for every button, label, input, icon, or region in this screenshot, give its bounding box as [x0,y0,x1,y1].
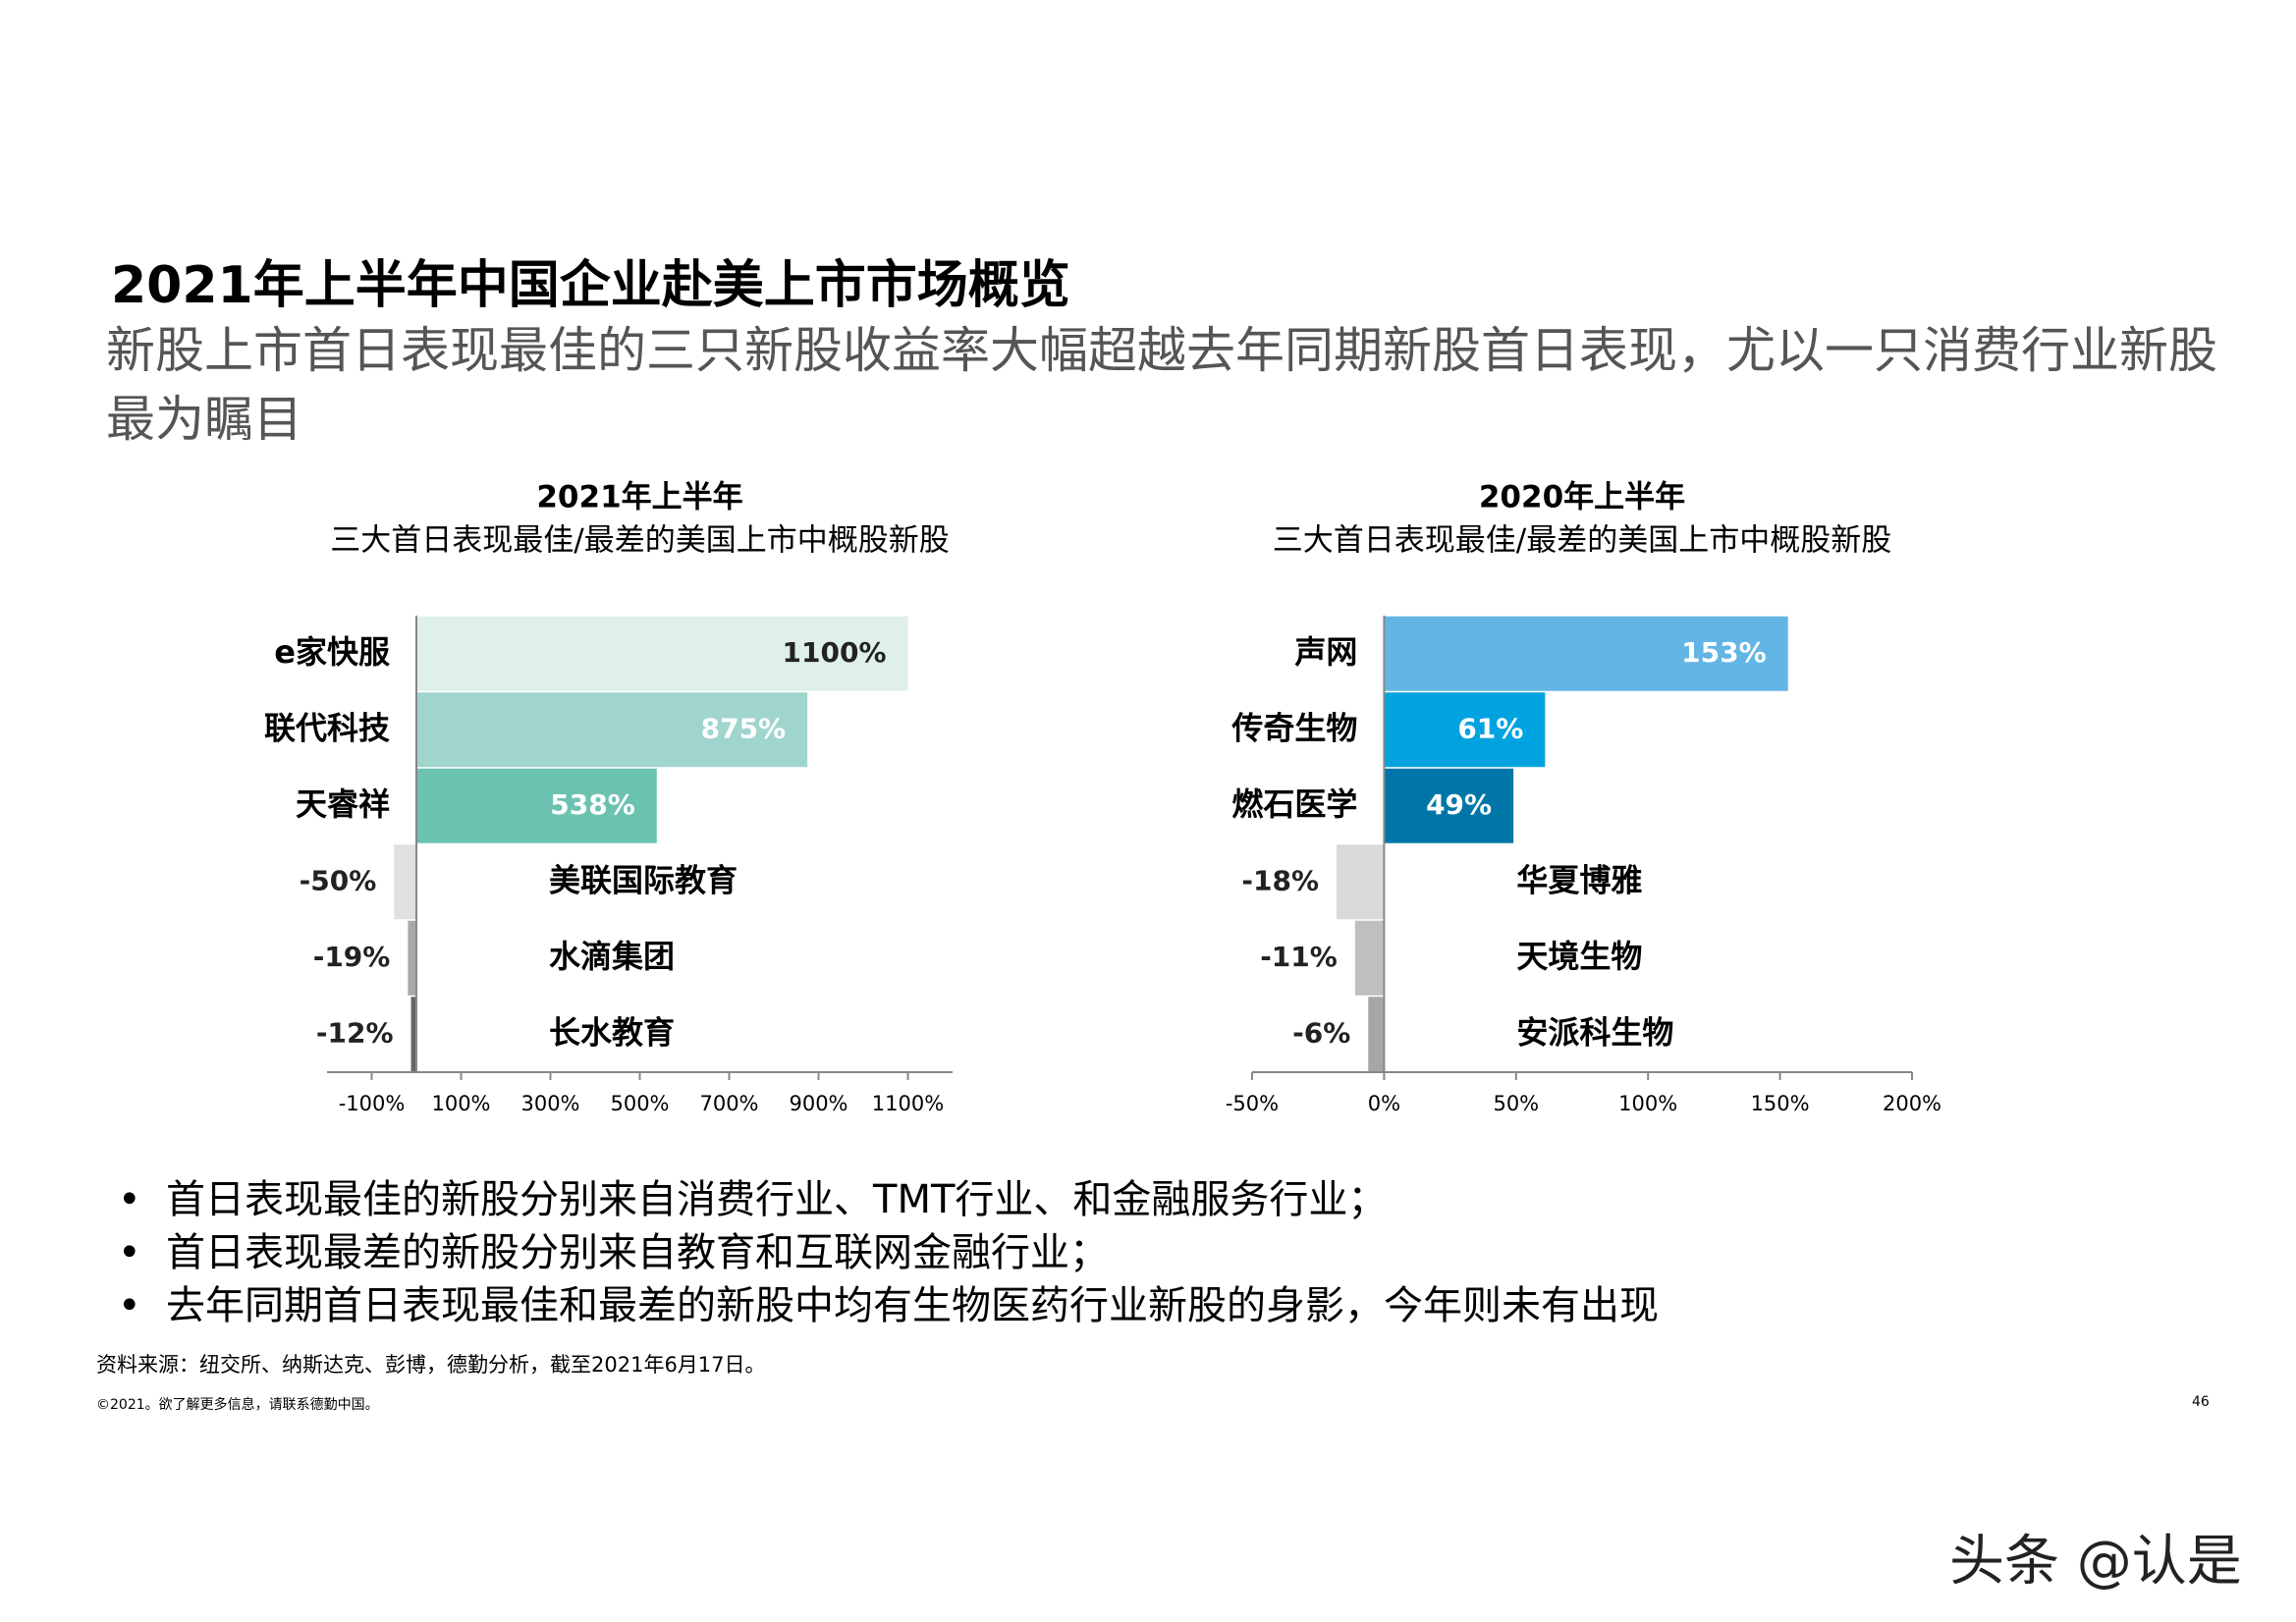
x-tick-label: 0% [1368,1092,1400,1115]
title: 2021年上半年中国企业赴美上市市场概览 [111,256,1070,315]
category-label: 美联国际教育 [549,861,738,898]
bullet: • 去年同期首日表现最佳和最差的新股中均有生物医药行业新股的身影，今年则未有出现 [118,1283,1660,1328]
x-tick-label: 700% [699,1092,758,1115]
chart-subtitle: 三大首日表现最佳/最差的美国上市中概股新股 [330,523,949,559]
value-label: 538% [550,788,635,821]
bar [1384,616,1788,691]
bullet-text: 首日表现最佳的新股分别来自消费行业、TMT行业、和金融服务行业； [166,1177,1388,1222]
watermark: 头条 @认是 [1949,1530,2242,1594]
x-tick-label: 1100% [872,1092,944,1115]
bullet: • 首日表现最差的新股分别来自教育和互联网金融行业； [118,1230,1110,1275]
category-label: 传奇生物 [1230,709,1357,746]
x-tick-label: 300% [520,1092,579,1115]
value-label: -18% [1241,864,1319,896]
bullet: • 首日表现最佳的新股分别来自消费行业、TMT行业、和金融服务行业； [118,1177,1388,1222]
x-tick-label: 500% [610,1092,669,1115]
source: 资料来源：纽交所、纳斯达克、彭博，德勤分析，截至2021年6月17日。 [96,1353,766,1377]
chart-title: 2020年上半年 [1479,480,1685,515]
x-tick-label: 100% [1618,1092,1677,1115]
bar [1368,997,1385,1072]
category-label: 华夏博雅 [1516,861,1642,898]
bar [416,768,657,843]
category-label: 水滴集团 [549,938,675,975]
value-label: -19% [313,941,391,973]
category-label: 长水教育 [549,1013,675,1051]
category-label: e家快服 [274,633,390,671]
value-label: -11% [1260,941,1338,973]
x-tick-label: 900% [789,1092,847,1115]
page-number: 46 [2192,1394,2210,1410]
chart-subtitle: 三大首日表现最佳/最差的美国上市中概股新股 [1273,523,1891,559]
x-tick-label: 200% [1883,1092,1941,1115]
value-label: -12% [316,1016,394,1049]
bar [1337,844,1385,920]
value-label: 49% [1426,788,1492,821]
category-label: 声网 [1294,633,1357,671]
value-label: 153% [1681,636,1767,669]
chart-title: 2021年上半年 [536,480,742,515]
bar [1384,768,1514,843]
category-label: 天境生物 [1516,938,1642,975]
category-label: 安派科生物 [1516,1013,1673,1051]
bar [410,997,416,1072]
bar [416,692,808,768]
x-tick-label: 50% [1493,1092,1539,1115]
value-label: -6% [1292,1016,1350,1049]
x-tick-label: -50% [1226,1092,1279,1115]
copyright: ©2021。欲了解更多信息，请联系德勤中国。 [96,1397,379,1413]
category-label: 天睿祥 [296,785,390,823]
bullet-list: • 首日表现最佳的新股分别来自消费行业、TMT行业、和金融服务行业； • 首日表… [118,1173,1659,1332]
value-label: 875% [701,712,787,744]
x-tick-label: 100% [431,1092,490,1115]
bar [1384,692,1546,768]
category-label: 联代科技 [264,709,390,746]
x-tick-label: 150% [1751,1092,1810,1115]
x-tick-label: -100% [339,1092,406,1115]
bullet-text: 去年同期首日表现最佳和最差的新股中均有生物医药行业新股的身影，今年则未有出现 [166,1283,1660,1328]
subtitle: 新股上市首日表现最佳的三只新股收益率大幅超越去年同期新股首日表现，尤以一只消费行… [106,322,2217,448]
bullet-text: 首日表现最差的新股分别来自教育和互联网金融行业； [166,1230,1110,1275]
bar [408,920,416,996]
value-label: 1100% [783,636,887,669]
bar [394,844,416,920]
bar [1354,920,1385,996]
bar [416,616,908,691]
category-label: 燃石医学 [1231,785,1357,823]
value-label: -50% [300,864,377,896]
value-label: 61% [1457,712,1523,744]
